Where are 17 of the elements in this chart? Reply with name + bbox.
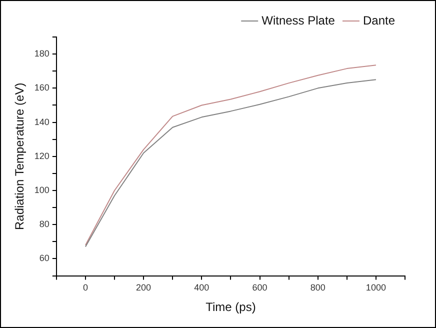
legend-label: Witness Plate [262,13,336,28]
y-tick-label: 140 [34,116,50,127]
x-tick-label: 400 [194,282,210,293]
x-axis-title: Time (ps) [206,300,256,314]
y-tick-label: 120 [34,150,50,161]
y-tick-label: 180 [34,48,50,59]
y-tick-label: 100 [34,185,50,195]
x-tick-label: 600 [252,282,268,293]
x-tick-label: 800 [310,282,326,293]
y-tick-label: 60 [39,253,50,264]
y-tick-label: 80 [39,219,50,230]
legend-label: Dante [362,13,396,28]
x-tick-label: 0 [82,282,88,293]
x-tick-label: 200 [136,282,152,293]
y-axis-title: Radiation Temperature (eV) [12,82,27,230]
x-tick-label: 1000 [366,282,386,293]
y-tick-label: 160 [34,82,50,93]
